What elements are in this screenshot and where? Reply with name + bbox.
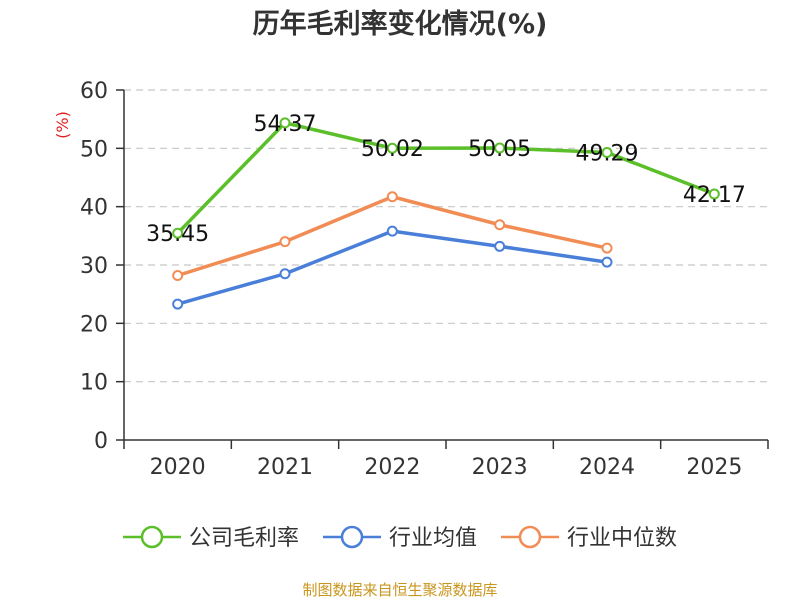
legend-marker-2 [518,525,542,549]
series-point-1 [601,256,613,268]
series-point-0 [601,146,613,158]
x-tick-label: 2025 [686,455,742,480]
series-point-0 [386,142,398,154]
series-point-2 [386,191,398,203]
series-point-0 [279,117,291,129]
series-lines [172,117,720,310]
data-label: 50.05 [468,137,531,162]
x-tick-label: 2021 [257,455,313,480]
series-point-2 [601,242,613,254]
series-point-1 [386,225,398,237]
y-tick-label: 0 [94,429,108,454]
data-label: 35.45 [146,222,209,247]
x-tick-label: 2024 [579,455,635,480]
y-tick-label: 10 [80,371,108,396]
series-point-0 [494,142,506,154]
y-tick-label: 60 [80,79,108,104]
source-note: 制图数据来自恒生聚源数据库 [302,581,497,599]
y-tick-label: 50 [80,137,108,162]
grid-lines [124,89,768,383]
series-point-1 [494,240,506,252]
legend-marker-0 [140,525,164,549]
data-label: 42.17 [683,183,746,208]
legend: 公司毛利率 行业均值 行业中位数 [123,525,677,551]
series-point-2 [494,219,506,231]
x-tick-label: 2022 [364,455,420,480]
y-tick-label: 20 [80,312,108,337]
y-tick-label: 30 [80,254,108,279]
chart-title: 历年毛利率变化情况(%) [253,8,548,40]
data-labels: 35.45 54.37 50.02 50.05 49.29 42.17 [146,112,746,247]
series-point-1 [279,268,291,280]
legend-label-1: 行业均值 [389,526,477,551]
series-point-0 [708,188,720,200]
series-point-1 [172,298,184,310]
data-label: 54.37 [254,112,317,137]
data-label: 50.02 [361,137,424,162]
legend-marker-1 [340,525,364,549]
y-tick-label: 40 [80,196,108,221]
series-point-2 [172,270,184,281]
axes: 0 10 20 30 40 50 60 2020 2021 2022 2023 2024 2025 [80,79,769,480]
series-point-0 [172,227,184,239]
data-label: 49.29 [576,141,639,166]
x-tick-label: 2023 [472,455,528,480]
y-axis-unit-label: (%) [53,111,72,139]
legend-label-2: 行业中位数 [567,526,677,551]
x-tick-label: 2020 [150,455,206,480]
series-line-1 [177,229,608,306]
series-point-2 [279,236,291,248]
series-line-0 [176,121,715,235]
legend-label-0: 公司毛利率 [189,526,299,551]
